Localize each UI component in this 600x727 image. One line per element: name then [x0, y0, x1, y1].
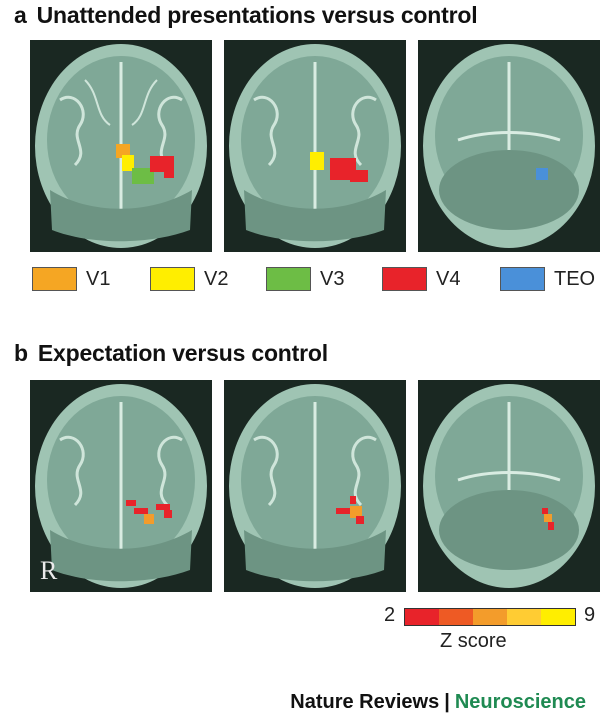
panel-a-title: a Unattended presentations versus control	[14, 2, 478, 29]
journal-name: Neuroscience	[454, 691, 586, 713]
legend-item-v3: V3	[266, 266, 344, 292]
zscore-label: Z score	[440, 630, 507, 652]
scan-a1	[30, 40, 212, 252]
panel-a-letter: a	[14, 2, 27, 28]
legend-swatch-teo	[500, 267, 545, 291]
legend-label-v4: V4	[436, 267, 461, 290]
credit-separator: |	[444, 691, 450, 713]
zscore-band-4	[507, 609, 541, 625]
scan-b3	[418, 380, 600, 592]
legend-label-teo: TEO	[554, 267, 596, 290]
panel-b-title-text: Expectation versus control	[37, 340, 328, 366]
publisher-credit: Nature Reviews | Neuroscience	[290, 691, 586, 714]
zscore-colorbar	[404, 608, 576, 626]
scan-a3	[418, 40, 600, 252]
scan-b1	[30, 380, 212, 592]
panel-b-letter: b	[14, 340, 28, 366]
legend-label-v1: V1	[86, 267, 111, 290]
legend-label-v2: V2	[204, 267, 229, 290]
zscore-band-3	[473, 609, 507, 625]
scan-b2	[224, 380, 406, 592]
legend-swatch-v4	[382, 267, 427, 291]
scan-a2	[224, 40, 406, 252]
legend-item-teo: TEO	[500, 266, 595, 292]
legend-item-v2: V2	[150, 266, 228, 292]
legend-item-v1: V1	[32, 266, 110, 292]
panel-a-title-text: Unattended presentations versus control	[36, 2, 478, 28]
legend-swatch-v3	[266, 267, 311, 291]
zscore-band-5	[541, 609, 575, 625]
zscore-max: 9	[584, 604, 596, 626]
legend-swatch-v2	[150, 267, 195, 291]
legend-label-v3: V3	[320, 267, 345, 290]
publisher-name: Nature Reviews	[290, 691, 440, 713]
zscore-band-1	[405, 609, 439, 625]
orientation-mark-r: R	[40, 556, 58, 585]
zscore-band-2	[439, 609, 473, 625]
zscore-min: 2	[384, 604, 396, 626]
legend-item-v4: V4	[382, 266, 460, 292]
panel-b-title: b Expectation versus control	[14, 340, 328, 367]
legend-swatch-v1	[32, 267, 77, 291]
